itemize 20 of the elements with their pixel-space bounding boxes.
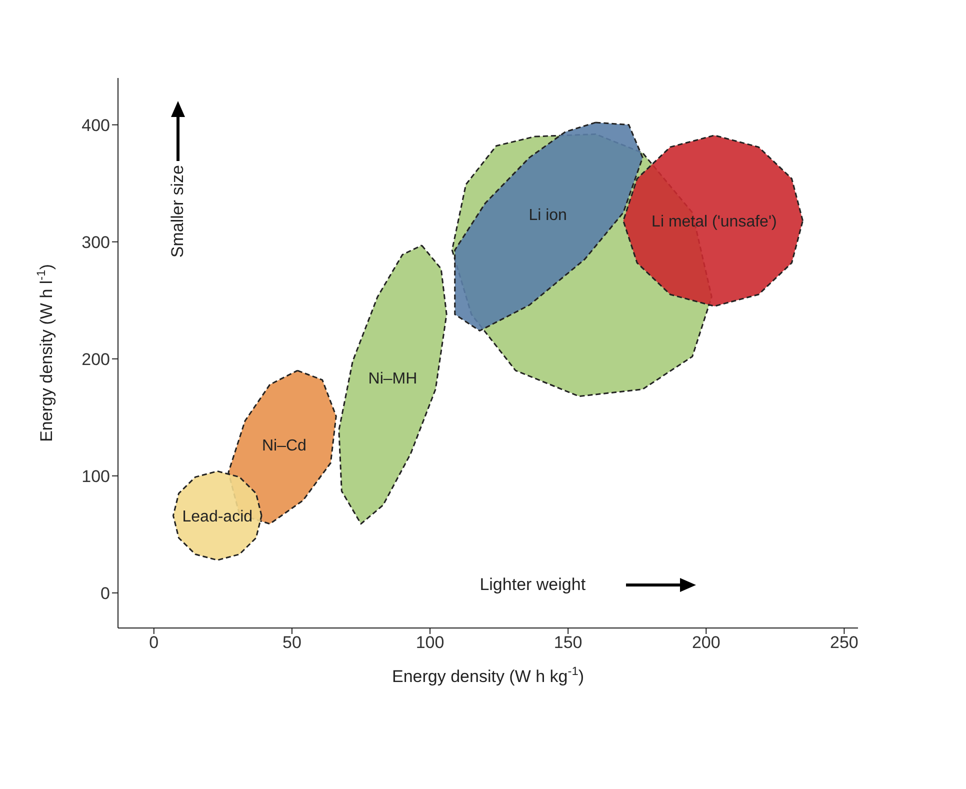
x-axis-title: Energy density (W h kg$^{-1}$) — [392, 664, 584, 686]
x-tick-label: 200 — [692, 633, 720, 652]
series-label: Lead-acid — [182, 508, 253, 526]
x-tick-label: 150 — [554, 633, 582, 652]
vertical-annotation: Smaller size — [168, 101, 188, 258]
y-tick-label: 100 — [82, 466, 110, 486]
y-tick-label: 0 — [100, 584, 110, 603]
annotation: Lighter weight — [480, 575, 586, 596]
annotation: Smaller size — [168, 165, 188, 258]
series-label: Li metal ('unsafe') — [652, 213, 777, 230]
series-label: Ni–MH — [368, 370, 418, 388]
series-label: Ni–Cd — [262, 437, 306, 454]
x-tick-label: 0 — [149, 633, 159, 652]
x-tick-label: 50 — [282, 633, 302, 652]
y-tick-label: 200 — [82, 350, 110, 369]
series-label: Li ion — [528, 206, 567, 224]
y-tick-label: 400 — [82, 116, 110, 135]
x-tick-label: 100 — [416, 633, 444, 652]
x-tick-label: 250 — [830, 633, 858, 652]
y-tick-label: 300 — [82, 232, 110, 252]
